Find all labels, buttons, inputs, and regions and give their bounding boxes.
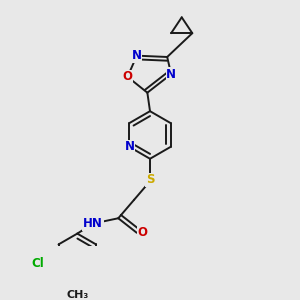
- Text: S: S: [146, 173, 154, 186]
- Text: Cl: Cl: [32, 257, 44, 270]
- Text: N: N: [88, 217, 98, 230]
- Text: N: N: [124, 140, 134, 153]
- Text: H: H: [83, 217, 93, 230]
- Text: O: O: [122, 70, 133, 83]
- Text: O: O: [138, 226, 148, 239]
- Text: HN: HN: [83, 217, 103, 230]
- Text: N: N: [166, 68, 176, 81]
- Text: N: N: [132, 49, 142, 62]
- Text: CH₃: CH₃: [66, 290, 88, 300]
